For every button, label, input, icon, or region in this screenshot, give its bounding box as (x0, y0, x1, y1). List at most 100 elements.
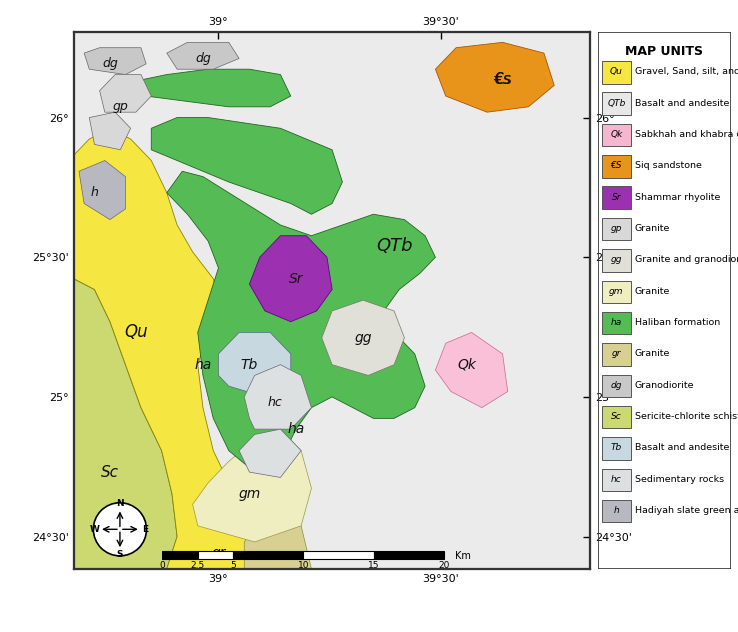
Text: MAP UNITS: MAP UNITS (625, 45, 703, 58)
Bar (601, 92, 631, 115)
Text: ha: ha (287, 422, 305, 436)
Polygon shape (151, 118, 342, 214)
Text: ha: ha (611, 318, 622, 327)
Text: gr: gr (211, 545, 226, 560)
Text: h: h (613, 506, 619, 515)
Text: gm: gm (609, 287, 624, 296)
Bar (601, 343, 631, 366)
Bar (601, 61, 631, 83)
Text: Sabkhah and khabra deposits: Sabkhah and khabra deposits (635, 130, 738, 139)
Text: gp: gp (112, 100, 128, 113)
Bar (601, 468, 631, 491)
Text: Siq sandstone: Siq sandstone (635, 161, 702, 171)
Bar (601, 249, 631, 272)
Polygon shape (84, 48, 146, 75)
Text: gg: gg (354, 331, 372, 345)
Text: €s: €s (494, 73, 511, 87)
Text: Granite: Granite (635, 349, 670, 358)
Bar (373, 552, 444, 559)
Text: dg: dg (610, 380, 622, 390)
Text: Sc: Sc (611, 412, 621, 421)
Bar (601, 312, 631, 334)
Text: Granite: Granite (635, 224, 670, 233)
Text: Qk: Qk (610, 130, 623, 139)
Polygon shape (435, 332, 508, 408)
Text: gg: gg (610, 255, 622, 264)
Text: Tb: Tb (611, 444, 622, 453)
Text: Km: Km (455, 550, 472, 561)
Polygon shape (141, 70, 291, 107)
Text: Gravel, Sand, silt, and clay: Gravel, Sand, silt, and clay (635, 68, 738, 76)
Text: W: W (89, 525, 100, 534)
Text: hc: hc (611, 475, 621, 483)
Polygon shape (79, 161, 125, 220)
Bar (232, 552, 303, 559)
Text: gr: gr (612, 349, 621, 358)
Text: €S: €S (610, 161, 622, 171)
Bar (162, 552, 198, 559)
Polygon shape (218, 332, 291, 397)
Text: Basalt and andesite: Basalt and andesite (635, 444, 729, 453)
Text: Sr: Sr (289, 272, 303, 286)
Polygon shape (100, 75, 151, 112)
Text: h: h (91, 186, 98, 199)
Polygon shape (244, 509, 311, 569)
Bar (601, 155, 631, 178)
Polygon shape (74, 128, 260, 569)
Text: gp: gp (610, 224, 622, 233)
Polygon shape (74, 279, 177, 569)
Bar (601, 124, 631, 147)
Text: Shammar rhyolite: Shammar rhyolite (635, 193, 720, 202)
Text: Granite: Granite (635, 287, 670, 296)
Bar (601, 218, 631, 240)
Bar (601, 281, 631, 303)
Bar (601, 500, 631, 523)
Text: €s: €s (494, 73, 511, 87)
Text: QTb: QTb (376, 238, 413, 255)
Text: 0: 0 (159, 561, 165, 569)
Text: QTb: QTb (607, 99, 626, 107)
Bar (601, 406, 631, 428)
Polygon shape (322, 300, 404, 375)
Bar (303, 552, 373, 559)
Bar (601, 375, 631, 397)
Text: gm: gm (238, 487, 261, 501)
Polygon shape (239, 429, 301, 478)
Text: 10: 10 (297, 561, 309, 569)
Text: hc: hc (268, 396, 283, 409)
Polygon shape (193, 429, 311, 542)
Text: 2.5: 2.5 (190, 561, 204, 569)
Polygon shape (249, 236, 332, 322)
Bar (198, 552, 232, 559)
Text: Granodiorite: Granodiorite (635, 380, 694, 390)
Text: 20: 20 (438, 561, 450, 569)
Polygon shape (167, 171, 435, 472)
Text: Qu: Qu (610, 68, 623, 76)
Text: Basalt and andesite: Basalt and andesite (635, 99, 729, 107)
Text: Sedimentary rocks: Sedimentary rocks (635, 475, 724, 483)
Text: N: N (116, 499, 124, 508)
Text: dg: dg (102, 58, 118, 70)
Text: E: E (142, 525, 148, 534)
Circle shape (94, 502, 146, 556)
Bar (601, 437, 631, 459)
Text: Qk: Qk (457, 358, 476, 372)
Text: dg: dg (195, 52, 211, 65)
Text: 15: 15 (368, 561, 379, 569)
Bar (601, 186, 631, 209)
Text: Granite and granodiorite: Granite and granodiorite (635, 255, 738, 264)
Text: Qu: Qu (124, 324, 148, 341)
Polygon shape (244, 365, 311, 429)
Text: Sc: Sc (101, 465, 119, 480)
Text: Sr: Sr (612, 193, 621, 202)
Polygon shape (435, 42, 554, 112)
Text: Tb: Tb (241, 358, 258, 372)
Text: Sericite-chlorite schist: Sericite-chlorite schist (635, 412, 738, 421)
Polygon shape (74, 32, 590, 569)
Text: Hadiyah slate green and maroon slate: Hadiyah slate green and maroon slate (635, 506, 738, 515)
Text: ha: ha (194, 358, 212, 372)
Text: Haliban formation: Haliban formation (635, 318, 720, 327)
Polygon shape (89, 112, 131, 150)
Polygon shape (167, 42, 239, 70)
Text: 5: 5 (230, 561, 235, 569)
